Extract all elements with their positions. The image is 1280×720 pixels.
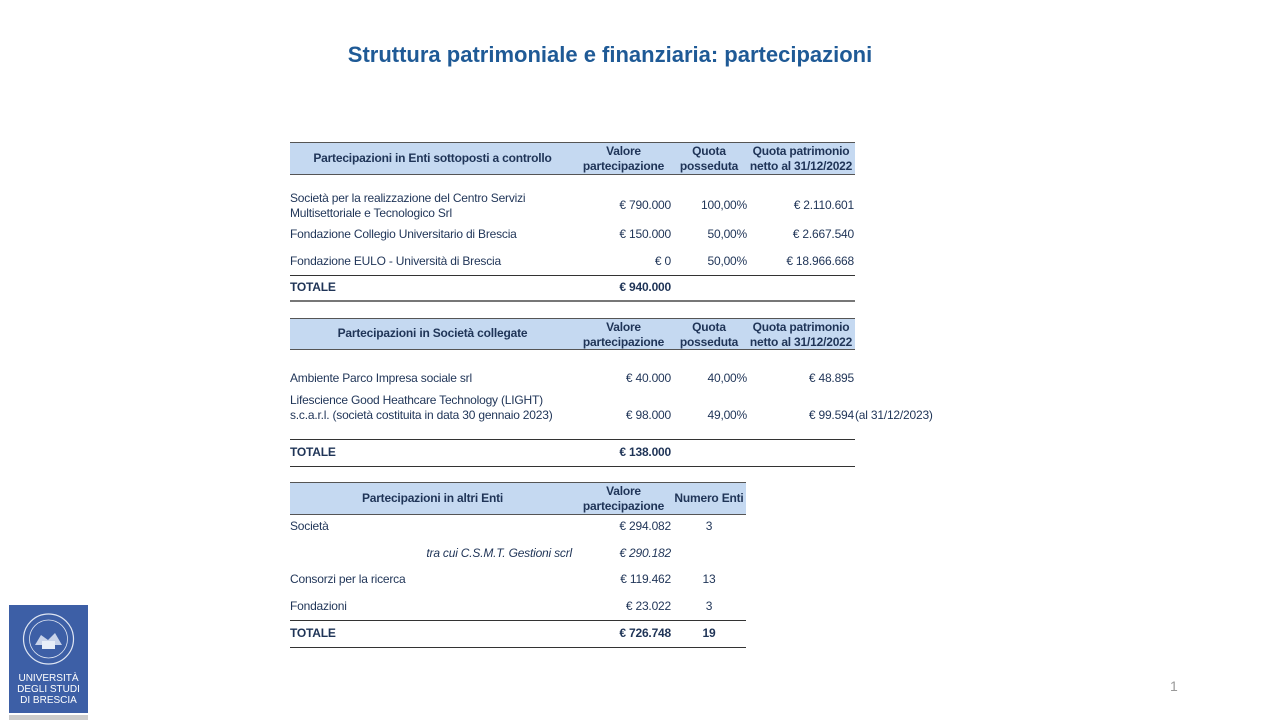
divider	[290, 300, 855, 302]
row-quota: 50,00%	[707, 227, 748, 241]
row-patrimonio: € 18.966.668	[786, 254, 854, 268]
row-patrimonio: € 2.110.601	[793, 198, 855, 212]
row-valore: € 294.082	[619, 519, 671, 533]
row-name: Fondazioni	[290, 599, 347, 613]
row-valore: € 23.022	[625, 599, 671, 613]
total-label: TOTALE	[290, 626, 336, 640]
total-label: TOTALE	[290, 280, 336, 294]
row-valore: € 0	[654, 254, 671, 268]
table-header	[290, 318, 855, 350]
row-quota: 50,00%	[707, 254, 748, 268]
row-valore: € 98.000	[625, 408, 671, 422]
column-header-quota: Quota posseduta	[679, 320, 739, 349]
page-number: 1	[1170, 678, 1178, 694]
row-numero: 3	[705, 599, 713, 613]
row-valore: € 40.000	[625, 371, 671, 385]
row-name: Fondazione EULO - Università di Brescia	[290, 254, 501, 268]
row-quota: 49,00%	[707, 408, 748, 422]
logo-text: UNIVERSITÀ DEGLI STUDI DI BRESCIA	[17, 673, 80, 706]
row-patrimonio: € 2.667.540	[792, 227, 854, 241]
divider	[290, 466, 855, 467]
divider	[290, 439, 855, 440]
column-header-valore: Valore partecipazione	[582, 144, 665, 173]
divider	[290, 620, 746, 621]
total-value: € 940.000	[619, 280, 671, 294]
row-name: Consorzi per la ricerca	[290, 572, 406, 586]
column-header-quota: Quota posseduta	[679, 144, 739, 173]
row-quota: 40,00%	[707, 371, 748, 385]
row-name: Società per la realizzazione del Centro …	[290, 191, 526, 220]
divider	[290, 275, 855, 276]
total-value: € 726.748	[619, 626, 671, 640]
row-valore: € 790.000	[619, 198, 671, 212]
column-header-name: Partecipazioni in Enti sottoposti a cont…	[313, 151, 552, 165]
row-numero: 3	[705, 519, 713, 533]
column-header-valore: Valore partecipazione	[582, 484, 665, 513]
university-logo: UNIVERSITÀ DEGLI STUDI DI BRESCIA	[9, 605, 88, 713]
row-valore: € 119.462	[620, 572, 671, 586]
table-header	[290, 142, 855, 175]
row-valore: € 290.182	[619, 546, 671, 560]
row-name: Ambiente Parco Impresa sociale srl	[290, 371, 472, 385]
column-header-patrimonio: Quota patrimonio netto al 31/12/2022	[749, 320, 853, 349]
total-value: € 138.000	[619, 445, 671, 459]
page-title: Struttura patrimoniale e finanziaria: pa…	[347, 42, 873, 67]
row-valore: € 150.000	[619, 227, 671, 241]
column-header-name: Partecipazioni in altri Enti	[361, 491, 504, 505]
seal-icon	[22, 613, 75, 665]
column-header-name: Partecipazioni in Società collegate	[337, 326, 528, 340]
row-patrimonio: € 48.895	[808, 371, 854, 385]
row-name: Fondazione Collegio Universitario di Bre…	[290, 227, 517, 241]
row-quota: 100,00%	[701, 198, 747, 212]
column-header-valore: Valore partecipazione	[582, 320, 665, 349]
row-name: Lifescience Good Heathcare Technology (L…	[290, 393, 553, 422]
total-label: TOTALE	[290, 445, 336, 459]
row-patrimonio: € 99.594	[808, 408, 854, 422]
table-header	[290, 482, 746, 515]
row-note: (al 31/12/2023)	[855, 408, 933, 422]
column-header-numero: Numero Enti	[674, 491, 744, 505]
row-name: Società	[290, 519, 329, 533]
divider	[290, 647, 746, 648]
row-name: tra cui C.S.M.T. Gestioni scrl	[426, 546, 572, 560]
total-numero: 19	[702, 626, 716, 640]
row-numero: 13	[702, 572, 716, 586]
logo-bar	[9, 715, 88, 720]
column-header-patrimonio: Quota patrimonio netto al 31/12/2022	[749, 144, 853, 173]
